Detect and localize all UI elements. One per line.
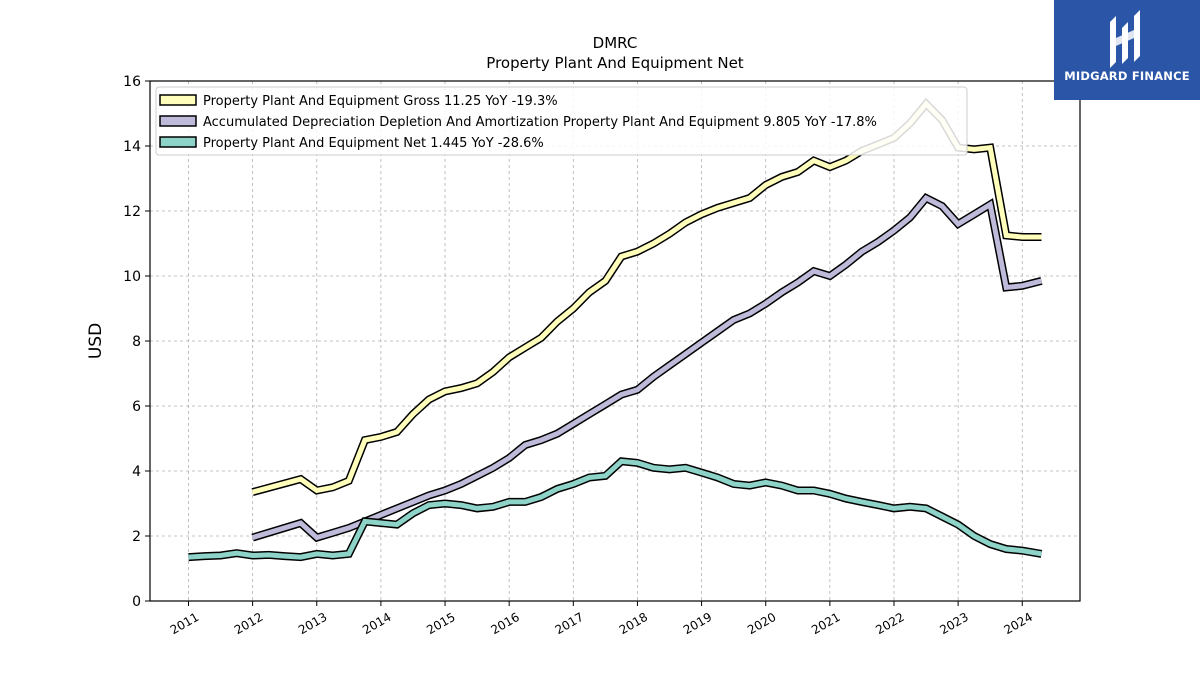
y-tick-label: 8 [132,334,141,350]
x-tick-label: 2011 [168,610,201,637]
y-tick-label: 0 [132,594,141,610]
x-tick-label: 2016 [488,610,521,637]
series-line-2 [188,458,1042,560]
x-tick-label: 2019 [681,610,714,637]
series-line-1 [251,194,1043,541]
x-tick-label: 2023 [937,610,970,637]
midgard-finance-logo: MIDGARD FINANCE [1054,0,1200,100]
x-tick-label: 2017 [553,610,586,637]
legend-label-0: Property Plant And Equipment Gross 11.25… [203,94,558,109]
x-tick-label: 2014 [360,610,393,637]
legend: Property Plant And Equipment Gross 11.25… [155,86,968,156]
chart-subtitle: Property Plant And Equipment Net [486,54,743,72]
chart-title: DMRC [593,34,638,52]
legend-swatch-1 [159,115,197,127]
y-tick-label: 10 [123,269,141,285]
x-tick-label: 2015 [424,610,457,637]
series-line-0 [251,100,1042,495]
y-tick-label: 14 [123,139,141,155]
x-tick-label: 2020 [745,610,778,637]
y-tick-label: 12 [123,204,141,220]
y-tick-label: 16 [123,74,141,90]
legend-swatch-0 [159,94,197,106]
series-outline-0 [251,97,1042,496]
x-tick-label: 2024 [1002,610,1035,637]
x-tick-label: 2018 [617,610,650,637]
logo-text: MIDGARD FINANCE [1064,69,1190,83]
x-tick-label: 2012 [232,610,265,637]
y-tick-label: 2 [132,529,141,545]
x-tick-label: 2022 [873,610,906,637]
legend-label-2: Property Plant And Equipment Net 1.445 Y… [203,136,544,151]
x-tick-label: 2021 [809,610,842,637]
midgard-logo-icon [1110,10,1140,68]
y-tick-label: 6 [132,399,141,415]
legend-box [155,86,968,156]
legend-label-1: Accumulated Depreciation Depletion And A… [203,115,877,130]
y-tick-label: 4 [132,464,141,480]
y-axis-label: USD [86,323,106,359]
x-tick-label: 2013 [296,610,329,637]
legend-swatch-2 [159,136,197,148]
